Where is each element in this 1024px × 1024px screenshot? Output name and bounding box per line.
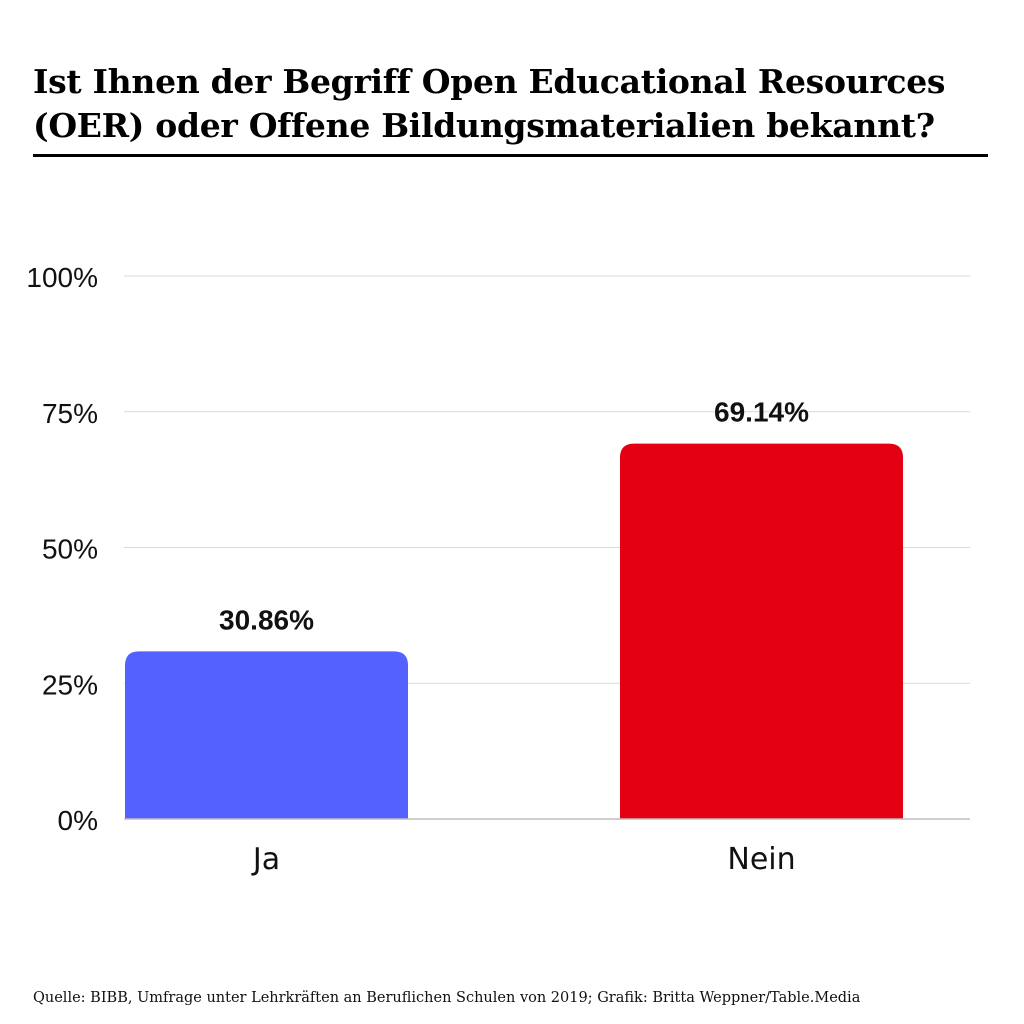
bar-nein bbox=[620, 443, 903, 819]
y-axis-tick-labels: 0% 25% 50% 75% 100% bbox=[26, 262, 98, 836]
y-tick-label: 50% bbox=[42, 534, 98, 565]
x-tick-label: Ja bbox=[251, 842, 280, 877]
data-labels: 30.86% 69.14% bbox=[219, 397, 809, 636]
y-tick-label: 100% bbox=[26, 262, 98, 293]
data-label: 69.14% bbox=[714, 397, 809, 428]
source-note: Quelle: BIBB, Umfrage unter Lehrkräften … bbox=[33, 990, 861, 1006]
x-axis-tick-labels: Ja Nein bbox=[251, 842, 796, 877]
chart-title: Ist Ihnen der Begriff Open Educational R… bbox=[33, 62, 946, 145]
x-tick-label: Nein bbox=[727, 842, 795, 877]
y-tick-label: 0% bbox=[58, 805, 98, 836]
bar-ja bbox=[125, 651, 408, 819]
y-tick-label: 25% bbox=[42, 669, 98, 700]
bars bbox=[125, 443, 903, 819]
title-underline bbox=[33, 154, 988, 157]
y-tick-label: 75% bbox=[42, 398, 98, 429]
data-label: 30.86% bbox=[219, 604, 314, 635]
